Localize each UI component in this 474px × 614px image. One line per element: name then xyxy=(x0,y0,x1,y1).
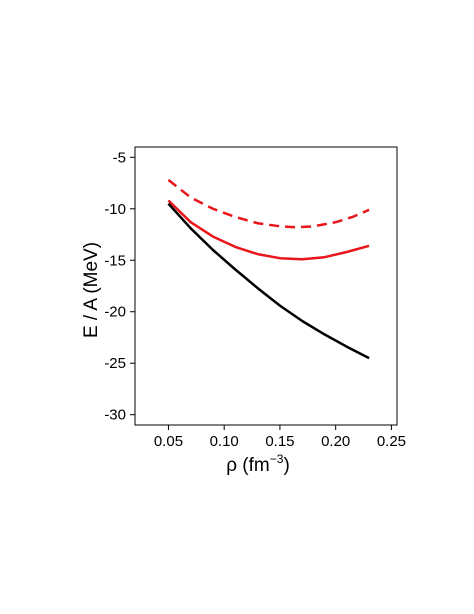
y-axis-ticks: -5 -10 -15 -20 -25 -30 xyxy=(104,149,135,424)
x-axis-title: ρ (fm−3) xyxy=(226,452,290,476)
y-tick-label: -15 xyxy=(104,252,126,269)
y-tick-label: -25 xyxy=(104,355,126,372)
x-tick-label: 0.20 xyxy=(321,433,350,450)
x-axis-title-close: ) xyxy=(283,455,289,476)
y-tick-label: -30 xyxy=(104,407,126,424)
x-axis-title-main: ρ (fm xyxy=(226,455,270,476)
series-group xyxy=(167,178,370,360)
series-line-2 xyxy=(167,199,370,261)
y-tick-label: -5 xyxy=(113,149,126,166)
x-axis-title-exponent: −3 xyxy=(270,452,284,466)
x-tick-label: 0.10 xyxy=(210,433,239,450)
x-tick-label: 0.15 xyxy=(265,433,294,450)
series-line-3 xyxy=(167,202,370,360)
y-axis-title: E / A (MeV) xyxy=(81,242,102,338)
x-tick-label: 0.25 xyxy=(377,433,406,450)
x-tick-label: 0.05 xyxy=(154,433,183,450)
y-tick-label: -20 xyxy=(104,304,126,321)
y-tick-label: -10 xyxy=(104,201,126,218)
plot-frame xyxy=(134,146,398,426)
series-line-1 xyxy=(167,178,370,229)
x-axis-ticks: 0.05 0.10 0.15 0.20 0.25 xyxy=(154,425,406,450)
